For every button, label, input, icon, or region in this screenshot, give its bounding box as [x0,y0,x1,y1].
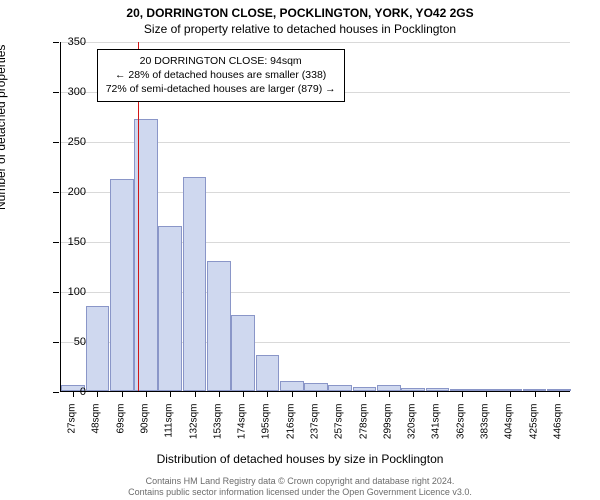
x-tick-label: 320sqm [407,404,418,454]
footer-line1: Contains HM Land Registry data © Crown c… [146,476,455,486]
x-tick [535,392,536,397]
x-tick [97,392,98,397]
histogram-bar [426,388,450,391]
x-tick [292,392,293,397]
footer-attribution: Contains HM Land Registry data © Crown c… [0,476,600,499]
histogram-bar [498,389,522,391]
x-tick-label: 90sqm [140,404,151,454]
histogram-bar [158,226,182,391]
x-tick-label: 174sqm [237,404,248,454]
gridline [61,42,570,43]
x-tick [219,392,220,397]
y-tick-label: 100 [46,286,86,298]
histogram-bar [523,389,547,391]
histogram-bar [280,381,304,391]
annotation-line: 72% of semi-detached houses are larger (… [106,82,336,96]
x-tick [486,392,487,397]
x-tick-label: 278sqm [358,404,369,454]
y-tick-label: 350 [46,36,86,48]
x-tick [437,392,438,397]
chart-title-main: 20, DORRINGTON CLOSE, POCKLINGTON, YORK,… [0,6,600,20]
histogram-bar [207,261,231,391]
footer-line2: Contains public sector information licen… [128,487,472,497]
chart-subtitle: Size of property relative to detached ho… [0,22,600,36]
x-tick-label: 216sqm [285,404,296,454]
x-tick-label: 341sqm [431,404,442,454]
histogram-bar [183,177,207,391]
y-tick-label: 150 [46,236,86,248]
x-tick-label: 257sqm [334,404,345,454]
annotation-line: 20 DORRINGTON CLOSE: 94sqm [106,54,336,68]
annotation-line: ← 28% of detached houses are smaller (33… [106,68,336,82]
x-tick [146,392,147,397]
y-tick-label: 200 [46,186,86,198]
histogram-bar [353,387,377,391]
x-tick-label: 111sqm [164,404,175,454]
x-tick [389,392,390,397]
histogram-bar [401,388,425,391]
x-tick-label: 299sqm [382,404,393,454]
x-axis-label: Distribution of detached houses by size … [0,452,600,466]
histogram-bar [450,389,474,391]
x-tick-label: 27sqm [67,404,78,454]
x-tick [170,392,171,397]
histogram-bar [328,385,352,391]
histogram-bar [547,389,571,391]
x-tick-label: 383sqm [480,404,491,454]
histogram-bar [377,385,401,391]
x-tick [267,392,268,397]
x-tick-label: 362sqm [455,404,466,454]
x-tick-label: 195sqm [261,404,272,454]
x-tick [340,392,341,397]
x-tick [413,392,414,397]
x-tick [195,392,196,397]
x-tick-label: 153sqm [212,404,223,454]
y-tick-label: 250 [46,136,86,148]
x-tick [243,392,244,397]
histogram-bar [256,355,280,391]
x-tick-label: 69sqm [115,404,126,454]
x-tick-label: 48sqm [91,404,102,454]
x-tick [122,392,123,397]
x-tick [559,392,560,397]
x-tick-label: 446sqm [552,404,563,454]
histogram-bar [86,306,110,391]
x-tick-label: 425sqm [528,404,539,454]
x-tick [510,392,511,397]
y-axis-label: Number of detached properties [0,45,8,210]
plot-area: 20 DORRINGTON CLOSE: 94sqm← 28% of detac… [60,42,570,392]
y-tick-label: 0 [46,386,86,398]
histogram-bar [304,383,328,391]
annotation-box: 20 DORRINGTON CLOSE: 94sqm← 28% of detac… [97,49,345,102]
y-tick-label: 50 [46,336,86,348]
x-tick-label: 237sqm [310,404,321,454]
histogram-bar [231,315,255,391]
x-tick [316,392,317,397]
histogram-bar [110,179,134,391]
x-tick-label: 404sqm [504,404,515,454]
histogram-bar [474,389,498,391]
x-tick-label: 132sqm [188,404,199,454]
y-tick-label: 300 [46,86,86,98]
x-tick [365,392,366,397]
chart-container: 20, DORRINGTON CLOSE, POCKLINGTON, YORK,… [0,0,600,500]
x-tick [462,392,463,397]
